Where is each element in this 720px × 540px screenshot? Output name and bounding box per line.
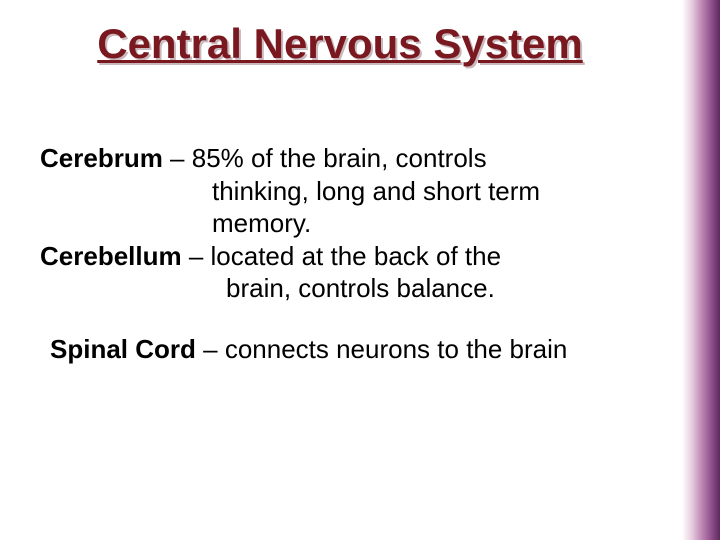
term-spinal-cord: Spinal Cord	[50, 334, 196, 364]
decorative-sidebar	[682, 0, 720, 540]
term-cerebrum: Cerebrum	[40, 143, 163, 173]
cerebellum-line2: brain, controls balance.	[40, 272, 660, 305]
slide-content: Central Nervous System Cerebrum – 85% of…	[0, 0, 680, 540]
cerebellum-line1: – located at the back of the	[182, 241, 501, 271]
cerebrum-line2: thinking, long and short term	[40, 175, 660, 208]
term-cerebellum: Cerebellum	[40, 241, 182, 271]
spinal-line1: – connects neurons to the brain	[196, 334, 567, 364]
slide-title: Central Nervous System	[0, 20, 680, 68]
cerebrum-line3: memory.	[40, 207, 660, 240]
entry-cerebrum: Cerebrum – 85% of the brain, controls	[40, 142, 660, 175]
slide-body: Cerebrum – 85% of the brain, controls th…	[40, 142, 660, 365]
cerebrum-line1: – 85% of the brain, controls	[163, 143, 487, 173]
entry-spinal-cord: Spinal Cord – connects neurons to the br…	[40, 333, 660, 366]
entry-cerebellum: Cerebellum – located at the back of the	[40, 240, 660, 273]
